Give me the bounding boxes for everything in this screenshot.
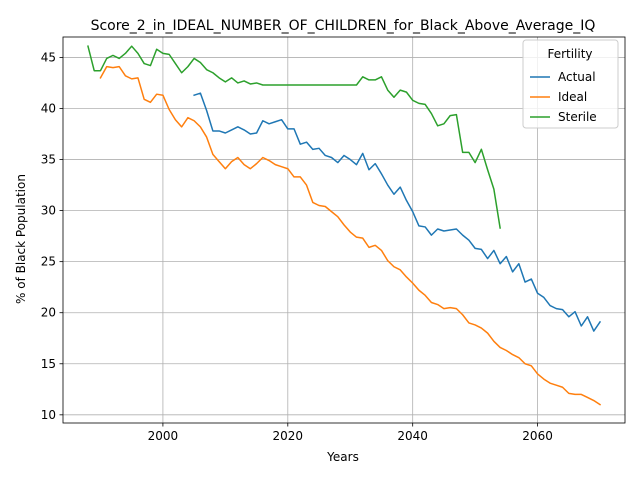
series-layer	[87, 45, 602, 406]
y-tick-label: 15	[41, 357, 56, 371]
y-tick-label: 30	[41, 204, 56, 218]
x-axis-label: Years	[326, 450, 359, 464]
y-tick-label: 35	[41, 153, 56, 167]
y-tick-label: 10	[41, 408, 56, 422]
legend-label-ideal: Ideal	[558, 90, 587, 104]
legend-label-sterile: Sterile	[558, 110, 597, 124]
y-tick-label: 20	[41, 306, 56, 320]
y-tick-label: 25	[41, 255, 56, 269]
x-tick-label: 2060	[522, 429, 553, 443]
y-axis-label: % of Black Population	[14, 174, 28, 304]
axis-ticks: 2000 2020 2040 2060 10 15 20 25 30 35 40 45	[41, 50, 553, 443]
legend: Fertility Actual Ideal Sterile	[522, 39, 619, 129]
x-tick-label: 2020	[273, 429, 304, 443]
chart-title: Score_2_in_IDEAL_NUMBER_OF_CHILDREN_for_…	[91, 18, 596, 34]
series-line-actual	[193, 92, 602, 332]
legend-title: Fertility	[547, 47, 592, 61]
legend-box	[522, 39, 619, 129]
series-line-sterile	[87, 45, 501, 229]
x-tick-label: 2040	[397, 429, 428, 443]
y-tick-label: 45	[41, 50, 56, 64]
legend-label-actual: Actual	[558, 70, 596, 84]
plot-frame	[62, 36, 626, 424]
y-tick-label: 40	[41, 101, 56, 115]
x-tick-label: 2000	[148, 429, 179, 443]
series-line-ideal	[99, 65, 602, 406]
